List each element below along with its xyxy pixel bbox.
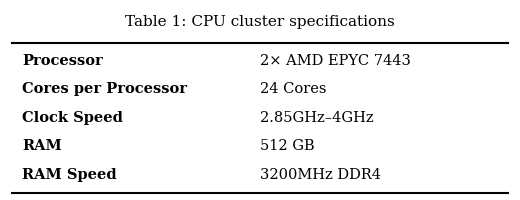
Text: 2× AMD EPYC 7443: 2× AMD EPYC 7443: [260, 54, 411, 68]
Text: 24 Cores: 24 Cores: [260, 82, 327, 96]
Text: 2.85GHz–4GHz: 2.85GHz–4GHz: [260, 111, 374, 125]
Text: 512 GB: 512 GB: [260, 139, 315, 153]
Text: RAM Speed: RAM Speed: [22, 168, 116, 182]
Text: Cores per Processor: Cores per Processor: [22, 82, 187, 96]
Text: Clock Speed: Clock Speed: [22, 111, 123, 125]
Text: Processor: Processor: [22, 54, 103, 68]
Text: RAM: RAM: [22, 139, 62, 153]
Text: Table 1: CPU cluster specifications: Table 1: CPU cluster specifications: [125, 15, 395, 29]
Text: 3200MHz DDR4: 3200MHz DDR4: [260, 168, 381, 182]
